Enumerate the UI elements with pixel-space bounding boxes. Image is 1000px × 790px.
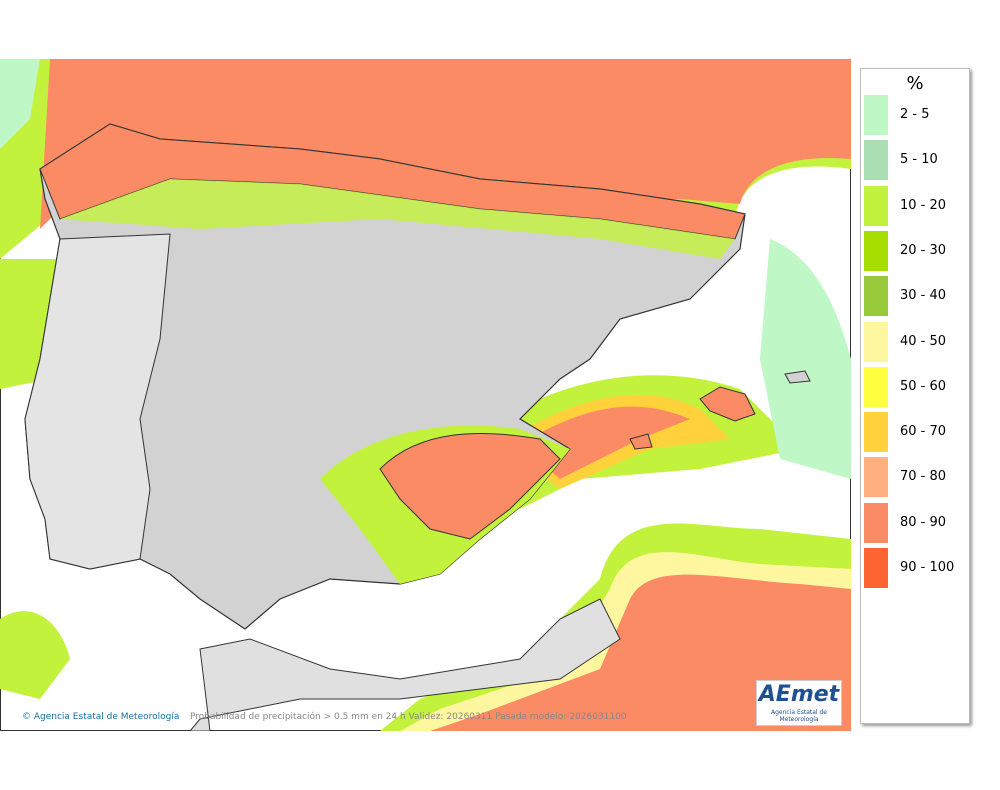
logo-subtitle: Agencia Estatal de Meteorología bbox=[770, 709, 827, 723]
legend-item: 30 - 40 bbox=[864, 276, 964, 317]
legend-item: 50 - 60 bbox=[864, 366, 964, 407]
ibiza bbox=[629, 433, 653, 450]
legend-swatch bbox=[864, 366, 888, 407]
legend-label: 5 - 10 bbox=[900, 152, 938, 168]
legend-item: 2 - 5 bbox=[864, 95, 964, 135]
legend-item: 20 - 30 bbox=[864, 230, 964, 271]
se-rain bbox=[379, 432, 561, 540]
legend-label: 20 - 30 bbox=[900, 242, 947, 258]
legend-label: 60 - 70 bbox=[900, 424, 947, 440]
agency-text: Agencia Estatal de Meteorología bbox=[33, 712, 180, 722]
legend-label: 10 - 20 bbox=[900, 197, 947, 213]
legend-label: 70 - 80 bbox=[900, 469, 947, 485]
legend-title: % bbox=[906, 73, 924, 94]
logo: AEmet Agencia Estatal de Meteorología bbox=[756, 680, 842, 726]
legend-swatch bbox=[864, 502, 888, 543]
legend-item: 40 - 50 bbox=[864, 321, 964, 362]
map bbox=[0, 59, 851, 731]
legend-item: 60 - 70 bbox=[864, 412, 964, 453]
legend-swatch bbox=[864, 230, 888, 271]
legend-item: 10 - 20 bbox=[864, 185, 964, 226]
legend-item: 5 - 10 bbox=[864, 140, 964, 181]
legend-label: 90 - 100 bbox=[900, 560, 955, 575]
legend-swatch bbox=[864, 321, 888, 362]
legend-swatch bbox=[864, 140, 888, 181]
logo-name: AEmet bbox=[758, 682, 840, 707]
legend-swatch bbox=[864, 412, 888, 453]
legend-item: 80 - 90 bbox=[864, 502, 964, 543]
legend-swatch bbox=[864, 548, 888, 588]
legend-swatch bbox=[864, 457, 888, 498]
legend-item: 70 - 80 bbox=[864, 457, 964, 498]
legend-item: 90 - 100 bbox=[864, 548, 964, 588]
legend-label: 2 - 5 bbox=[900, 107, 930, 122]
portugal bbox=[24, 233, 171, 570]
legend-swatch bbox=[864, 185, 888, 226]
legend-label: 50 - 60 bbox=[900, 378, 947, 394]
north-band bbox=[60, 179, 735, 259]
mallorca bbox=[699, 386, 756, 422]
legend-swatch bbox=[864, 95, 888, 135]
caption: Probabilidad de precipitación > 0.5 mm e… bbox=[190, 712, 627, 722]
africa bbox=[189, 598, 621, 731]
menorca bbox=[784, 370, 811, 384]
footer-agency: © Agencia Estatal de Meteorología bbox=[22, 712, 180, 722]
legend-label: 80 - 90 bbox=[900, 514, 947, 530]
legend: % 2 - 5 5 - 10 10 - 20 20 - 30 30 - 40 40 - 5… bbox=[860, 68, 970, 724]
legend-label: 40 - 50 bbox=[900, 333, 947, 349]
legend-label: 30 - 40 bbox=[900, 288, 947, 304]
legend-swatch bbox=[864, 276, 888, 317]
